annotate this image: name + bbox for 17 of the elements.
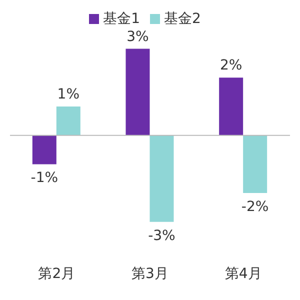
x-tick-label: 第4月 (224, 266, 262, 282)
data-label: -1% (30, 170, 58, 186)
bar (56, 106, 80, 136)
bar (150, 135, 174, 222)
bar (126, 48, 150, 136)
data-label: -2% (241, 199, 269, 216)
data-label: -3% (148, 228, 176, 244)
data-label: 1% (57, 86, 80, 102)
bar (32, 135, 56, 164)
data-label: 2% (220, 58, 242, 74)
x-tick-label: 第3月 (132, 266, 168, 282)
legend-label: 基金2 (164, 11, 201, 27)
x-tick-label: 第2月 (38, 266, 76, 282)
data-label: 3% (126, 28, 149, 45)
bar (219, 78, 244, 136)
bar (243, 135, 268, 194)
legend-label: 基金1 (103, 11, 140, 27)
